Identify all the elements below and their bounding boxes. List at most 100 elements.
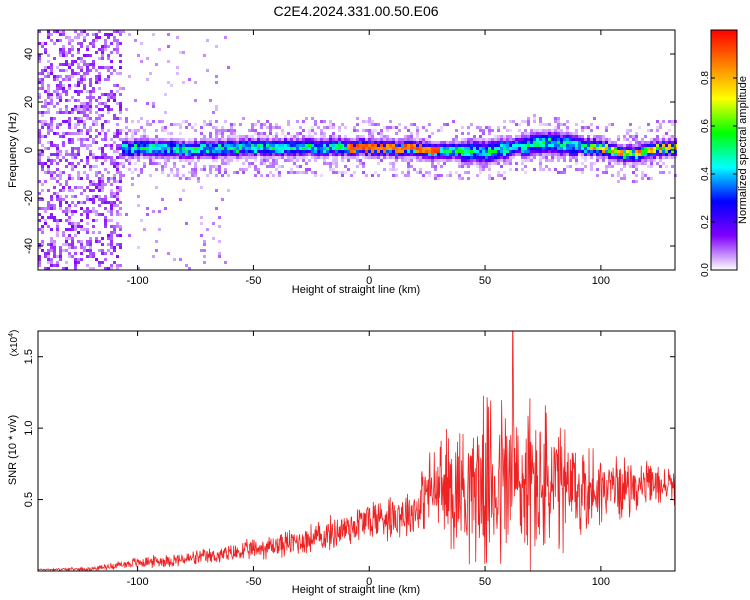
spectrogram-cell — [200, 150, 203, 153]
spectrogram-cell — [488, 129, 491, 132]
spectrogram-cell — [110, 267, 113, 270]
spectrogram-cell — [104, 258, 107, 261]
spectrogram-cell — [365, 147, 368, 150]
spectrogram-cell — [146, 153, 149, 156]
spectrogram-cell — [455, 159, 458, 162]
spectrogram-cell — [587, 138, 590, 141]
spectrogram-cell — [416, 150, 419, 153]
spectrogram-cell — [671, 141, 674, 144]
spectrogram-cell — [362, 138, 365, 141]
spectrogram-cell — [122, 162, 125, 165]
spectrogram-cell — [218, 225, 221, 228]
spectrogram-cell — [263, 132, 266, 135]
snr-x-tick-label: 100 — [592, 576, 610, 588]
spectrogram-cell — [224, 147, 227, 150]
spectrogram-cell — [89, 93, 92, 96]
spectrogram-cell — [59, 189, 62, 192]
spectrogram-cell — [431, 132, 434, 135]
spectrogram-cell — [557, 153, 560, 156]
spectrogram-cell — [47, 258, 50, 261]
spectrogram-cell — [59, 51, 62, 54]
spectrogram-cell — [62, 45, 65, 48]
spectrogram-cell — [251, 126, 254, 129]
spectrogram-cell — [611, 147, 614, 150]
spectrogram-cell — [251, 144, 254, 147]
spectrogram-cell — [95, 141, 98, 144]
spectrogram-cell — [98, 102, 101, 105]
spectrogram-cell — [77, 174, 80, 177]
spectrogram-cell — [344, 153, 347, 156]
spectrogram-cell — [650, 150, 653, 153]
spectrogram-cell — [590, 156, 593, 159]
spectrogram-cell — [47, 132, 50, 135]
spectrogram-cell — [521, 147, 524, 150]
spectrogram-cell — [182, 51, 185, 54]
spectrogram-cell — [41, 225, 44, 228]
spectrogram-cell — [500, 141, 503, 144]
spectrogram-cell — [38, 243, 41, 246]
spectrogram-cell — [662, 138, 665, 141]
spectrogram-cell — [101, 186, 104, 189]
spectrogram-cell — [179, 156, 182, 159]
spectrogram-cell — [92, 267, 95, 270]
spectrogram-cell — [59, 75, 62, 78]
spectrogram-cell — [77, 42, 80, 45]
spectrogram-cell — [356, 123, 359, 126]
spectrogram-cell — [164, 156, 167, 159]
spectrogram-cell — [347, 159, 350, 162]
spectrogram-cell — [551, 150, 554, 153]
spectrogram-cell — [311, 126, 314, 129]
spectrogram-cell — [200, 147, 203, 150]
spectrogram-cell — [422, 138, 425, 141]
spectrogram-cell — [251, 162, 254, 165]
spectrogram-cell — [434, 147, 437, 150]
spectrogram-cell — [302, 159, 305, 162]
spectrogram-cell — [482, 156, 485, 159]
spectrogram-cell — [212, 126, 215, 129]
spectrogram-cell — [77, 129, 80, 132]
spectrogram-cell — [263, 162, 266, 165]
spectrogram-cell — [50, 141, 53, 144]
spectrogram-cell — [332, 141, 335, 144]
spectrogram-cell — [101, 201, 104, 204]
spectrogram-cell — [245, 150, 248, 153]
spectrogram-cell — [491, 150, 494, 153]
spectrogram-cell — [404, 138, 407, 141]
spectrogram-cell — [209, 135, 212, 138]
spectrogram-cell — [650, 156, 653, 159]
spectrogram-cell — [644, 141, 647, 144]
spectrogram-cell — [521, 141, 524, 144]
spectrogram-cell — [233, 150, 236, 153]
spectrogram-cell — [215, 159, 218, 162]
spectrogram-cell — [542, 153, 545, 156]
spectrogram-cell — [71, 54, 74, 57]
spectrogram-cell — [53, 75, 56, 78]
spectrogram-cell — [80, 102, 83, 105]
spectrogram-cell — [518, 138, 521, 141]
spectrogram-cell — [155, 186, 158, 189]
spectrogram-cell — [341, 153, 344, 156]
spectrogram-cell — [578, 144, 581, 147]
spectrogram-cell — [515, 141, 518, 144]
spectrogram-cell — [389, 144, 392, 147]
spectrogram-cell — [80, 213, 83, 216]
spectrogram-cell — [50, 177, 53, 180]
spectrogram-cell — [458, 153, 461, 156]
spectrogram-cell — [428, 141, 431, 144]
spectrogram-cell — [554, 150, 557, 153]
spectrogram-cell — [638, 150, 641, 153]
spectrogram-cell — [41, 162, 44, 165]
spectrogram-cell — [110, 156, 113, 159]
spectrogram-cell — [119, 180, 122, 183]
spectrogram-cell — [332, 162, 335, 165]
spectrogram-cell — [575, 129, 578, 132]
spectrogram-cell — [176, 144, 179, 147]
spectrogram-cell — [47, 84, 50, 87]
spectrogram-cell — [107, 171, 110, 174]
spectrogram-cell — [293, 156, 296, 159]
spectrogram-cell — [77, 105, 80, 108]
spectrogram-cell — [335, 159, 338, 162]
spectrogram-cell — [362, 171, 365, 174]
spectrogram-cell — [104, 135, 107, 138]
spectrogram-cell — [323, 141, 326, 144]
